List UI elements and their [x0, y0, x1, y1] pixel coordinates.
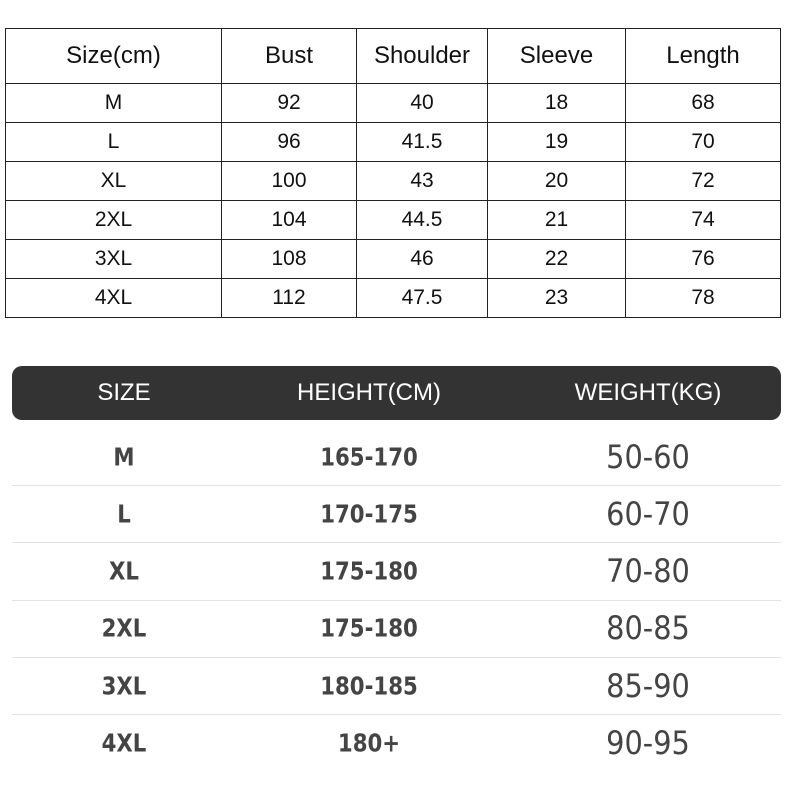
- table-cell: 18: [487, 83, 626, 123]
- size-cell: M: [113, 442, 135, 471]
- table-cell: 4XL: [5, 278, 222, 318]
- table-cell: 96: [221, 122, 357, 162]
- table-cell: 3XL: [5, 239, 222, 279]
- height-cell: 180+: [337, 728, 401, 758]
- table-cell: 23: [487, 278, 626, 318]
- header-cell: Bust: [221, 28, 357, 84]
- table-cell: 20: [487, 161, 626, 201]
- size-cell: L: [117, 499, 131, 529]
- table-cell: 22: [487, 239, 626, 279]
- weight-cell: 50-60: [606, 437, 690, 476]
- table-row: L 96 41.5 19 70: [5, 122, 781, 162]
- table-row: 4XL 112 47.5 23 78: [5, 278, 781, 318]
- table-row: 4XL 180+ 90-95: [12, 715, 781, 772]
- table-cell: 70: [625, 122, 781, 162]
- table-cell: 92: [221, 83, 357, 123]
- weight-cell: 80-85: [606, 609, 690, 648]
- table-cell: 72: [625, 161, 781, 201]
- table-cell: M: [5, 83, 222, 123]
- size-cell: 3XL: [101, 671, 147, 701]
- table-row: L 170-175 60-70: [12, 485, 781, 544]
- size-cell: 4XL: [101, 728, 147, 758]
- weight-cell: 60-70: [606, 494, 690, 533]
- header-cell: Size(cm): [5, 28, 222, 84]
- table-cell: 40: [356, 83, 488, 123]
- header-size: SIZE: [97, 379, 151, 406]
- table-row: M 92 40 18 68: [5, 83, 781, 123]
- height-cell: 175-180: [320, 556, 418, 586]
- table-cell: 43: [356, 161, 488, 201]
- height-cell: 165-170: [320, 442, 418, 471]
- table-cell: 76: [625, 239, 781, 279]
- table-cell: XL: [5, 161, 222, 201]
- table-row: 3XL 108 46 22 76: [5, 239, 781, 279]
- weight-cell: 70-80: [606, 552, 690, 591]
- table-cell: 41.5: [356, 122, 488, 162]
- header-weight: WEIGHT(KG): [574, 379, 722, 406]
- table-row: M 165-170 50-60: [12, 428, 781, 486]
- height-cell: 170-175: [320, 499, 418, 529]
- table-cell: 108: [221, 239, 357, 279]
- header-cell: Length: [625, 28, 781, 84]
- size-cell: 2XL: [101, 613, 147, 643]
- table-cell: L: [5, 122, 222, 162]
- table-cell: 2XL: [5, 200, 222, 240]
- header-height: HEIGHT(CM): [297, 379, 441, 406]
- table-cell: 47.5: [356, 278, 488, 318]
- table-cell: 100: [221, 161, 357, 201]
- table-row: XL 175-180 70-80: [12, 543, 781, 601]
- table-cell: 44.5: [356, 200, 488, 240]
- size-cell: XL: [109, 556, 139, 586]
- table-cell: 112: [221, 278, 357, 318]
- fit-guide-header: SIZE HEIGHT(CM) WEIGHT(KG): [12, 366, 781, 420]
- measurement-header-row: Size(cm) Bust Shoulder Sleeve Length: [5, 28, 781, 84]
- measurement-table: Size(cm) Bust Shoulder Sleeve Length M 92…: [5, 28, 781, 318]
- table-cell: 21: [487, 200, 626, 240]
- table-cell: 68: [625, 83, 781, 123]
- weight-cell: 90-95: [606, 724, 690, 762]
- table-cell: 104: [221, 200, 357, 240]
- table-row: 3XL 180-185 85-90: [12, 657, 781, 716]
- weight-cell: 85-90: [606, 666, 690, 705]
- table-cell: 78: [625, 278, 781, 318]
- header-cell: Shoulder: [356, 28, 488, 84]
- table-row: 2XL 104 44.5 21 74: [5, 200, 781, 240]
- table-cell: 19: [487, 122, 626, 162]
- height-cell: 175-180: [320, 613, 418, 643]
- table-row: XL 100 43 20 72: [5, 161, 781, 201]
- header-cell: Sleeve: [487, 28, 626, 84]
- height-cell: 180-185: [320, 671, 418, 701]
- table-cell: 46: [356, 239, 488, 279]
- table-row: 2XL 175-180 80-85: [12, 600, 781, 658]
- table-cell: 74: [625, 200, 781, 240]
